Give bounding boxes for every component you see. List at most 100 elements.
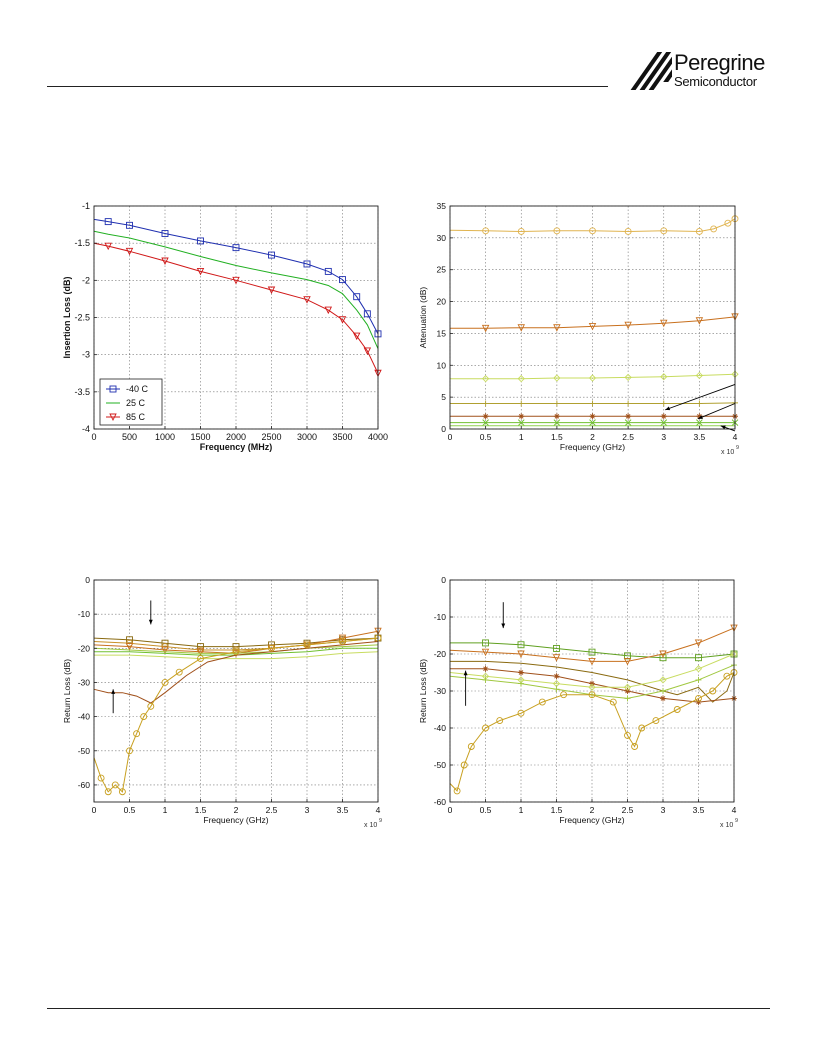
insertion-loss-plot: 0 500 1000 1500 2000 2500 3000 3500 4000 -4 -3.5 -3… (62, 201, 388, 452)
series-point (624, 731, 631, 739)
attenuation-chart: 0 0.5 1 1.5 2 2.5 3 3.5 4 0 5 10 15 20 25 30 35 Frequency… (418, 200, 739, 462)
y-tick-label: -40 (78, 712, 91, 722)
series-point (588, 322, 597, 331)
x-multiplier: x 10 (720, 822, 733, 829)
x-tick-label: 3500 (332, 432, 352, 442)
peregrine-wing-icon (630, 52, 690, 90)
series-point (553, 673, 560, 680)
series-point (695, 654, 702, 662)
series-point (638, 724, 646, 732)
legend-label: 85 C (126, 412, 146, 422)
series-point (624, 373, 632, 382)
series-3 (450, 665, 737, 706)
x-tick-label: 0 (448, 432, 453, 442)
series-4 (94, 651, 379, 660)
series-point (133, 730, 141, 738)
axes: 0 0.5 1 1.5 2 2.5 3 3.5 4 -60 -50 -40 -30 -20 -10 0 (434, 575, 737, 815)
series-point (482, 639, 489, 647)
series-point (196, 648, 205, 656)
series-point (625, 400, 632, 407)
y-tick-label: 0 (441, 424, 446, 434)
legend: -40 C 25 C 85 C (99, 378, 163, 426)
y-tick-label: 5 (441, 392, 446, 402)
series-point (147, 702, 155, 710)
x-tick-label: 0.5 (124, 805, 136, 815)
series-point (553, 644, 560, 652)
x-tick-label: 2 (234, 805, 239, 815)
series-point (588, 374, 597, 382)
series-point (339, 276, 346, 284)
series-point (695, 317, 704, 325)
x-axis-label: Frequency (MHz) (200, 442, 273, 452)
series-point (710, 225, 718, 233)
series-point (197, 655, 204, 663)
series-point (161, 679, 169, 686)
x-tick-label: 3.5 (693, 432, 705, 442)
attenuation-plot: 0 0.5 1 1.5 2 2.5 3 3.5 4 0 5 10 15 20 25 30 35 Frequency… (418, 201, 739, 456)
y-axis-label: Return Loss (dB) (418, 659, 428, 723)
series-point (161, 646, 169, 655)
series-point (339, 638, 346, 645)
series-point (303, 296, 311, 304)
series-point (104, 788, 112, 796)
series-line (449, 218, 736, 233)
annotations (665, 383, 736, 432)
series-point (660, 227, 668, 235)
series-point (553, 419, 561, 426)
x-tick-label: 1 (519, 432, 524, 442)
x-tick-label: 3 (661, 432, 666, 442)
series-1 (93, 230, 379, 349)
series-point (695, 699, 702, 706)
y-tick-label: -50 (434, 760, 447, 770)
series-2 (450, 370, 739, 383)
x-tick-label: 1.5 (551, 432, 563, 442)
series-point (126, 221, 133, 229)
series-point (517, 641, 525, 649)
arrow-head (501, 623, 506, 629)
series-point (695, 694, 702, 702)
series-point (659, 676, 667, 684)
series-point (624, 228, 632, 235)
series-point (517, 375, 525, 383)
series-5 (450, 419, 739, 426)
series-point (303, 639, 311, 647)
series-line (449, 627, 735, 662)
series-point (363, 347, 372, 355)
insertion-loss-chart: 0 500 1000 1500 2000 2500 3000 3500 4000 -4 -3.5 -3… (62, 200, 392, 460)
x-tick-label: 2 (590, 805, 595, 815)
series-point (660, 695, 666, 702)
x-axis-label: Frequency (GHz) (560, 442, 625, 452)
arrow-head (720, 425, 726, 430)
axes: 0 500 1000 1500 2000 2500 3000 3500 4000 -4 -3.5 -3… (74, 201, 388, 442)
series-point (303, 641, 311, 649)
series-point (481, 324, 490, 333)
logo-sub: Semiconductor (674, 74, 757, 89)
series-1 (449, 624, 738, 666)
header-rule (47, 86, 608, 87)
series-point (125, 643, 134, 651)
series-point (623, 683, 632, 691)
x-tick-label: 500 (122, 432, 137, 442)
y-tick-label: -10 (434, 612, 447, 622)
series-point (496, 717, 504, 725)
series-point (482, 724, 489, 732)
x-tick-label: 3 (661, 805, 666, 815)
y-tick-label: -60 (434, 797, 447, 807)
series-point (338, 316, 347, 324)
legend-label: 25 C (126, 398, 146, 408)
x-multiplier: x 10 (721, 449, 734, 456)
series-line (93, 644, 379, 654)
axes: 0 0.5 1 1.5 2 2.5 3 3.5 4 0 5 10 15 20 25 30 35 (437, 201, 738, 442)
series-3 (93, 644, 379, 654)
series-6 (449, 669, 738, 795)
y-axis-label: Insertion Loss (dB) (62, 276, 72, 358)
series-point (353, 293, 361, 301)
legend-label: -40 C (126, 384, 149, 394)
arrow-head (697, 415, 703, 419)
arrow-head (463, 670, 468, 676)
series-point (696, 419, 703, 426)
series-point (232, 648, 240, 656)
series-point (659, 650, 667, 659)
series-point (588, 683, 596, 691)
x-tick-label: 0 (91, 432, 96, 442)
